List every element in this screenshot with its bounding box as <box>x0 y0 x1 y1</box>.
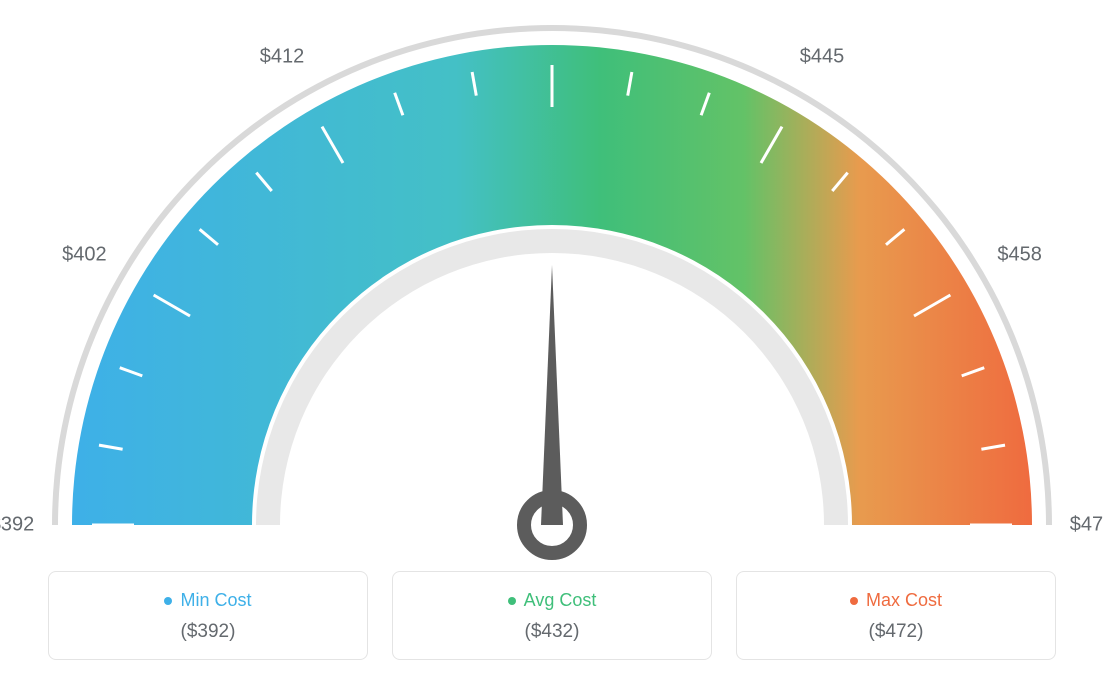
legend-name: Max Cost <box>866 590 942 611</box>
chart-stage: $392$402$412$432$445$458$472 Min Cost($3… <box>0 0 1104 690</box>
legend-dot-icon <box>164 597 172 605</box>
legend-title-row: Avg Cost <box>508 590 597 611</box>
legend-value: ($472) <box>869 621 924 643</box>
legend-card: Max Cost ($472) <box>736 571 1056 660</box>
legend-title-row: Min Cost <box>164 590 251 611</box>
legend-card: Min Cost ($392) <box>48 571 368 660</box>
legend-dot-icon <box>850 597 858 605</box>
scale-label: $458 <box>997 244 1042 267</box>
scale-label: $445 <box>800 46 845 69</box>
scale-label: $392 <box>0 514 34 537</box>
legend-name: Min Cost <box>180 590 251 611</box>
legend-value: ($432) <box>525 621 580 643</box>
cost-gauge <box>0 0 1104 580</box>
scale-label: $412 <box>260 46 305 69</box>
gauge-container <box>0 0 1104 585</box>
legend-card: Avg Cost ($432) <box>392 571 712 660</box>
scale-label: $402 <box>62 244 107 267</box>
legend-name: Avg Cost <box>524 590 597 611</box>
legend-value: ($392) <box>181 621 236 643</box>
needle <box>541 265 563 525</box>
legend-dot-icon <box>508 597 516 605</box>
legend-title-row: Max Cost <box>850 590 942 611</box>
legend-row: Min Cost ($392) Avg Cost ($432) Max Cost ($47… <box>48 571 1056 660</box>
scale-label: $472 <box>1070 514 1104 537</box>
